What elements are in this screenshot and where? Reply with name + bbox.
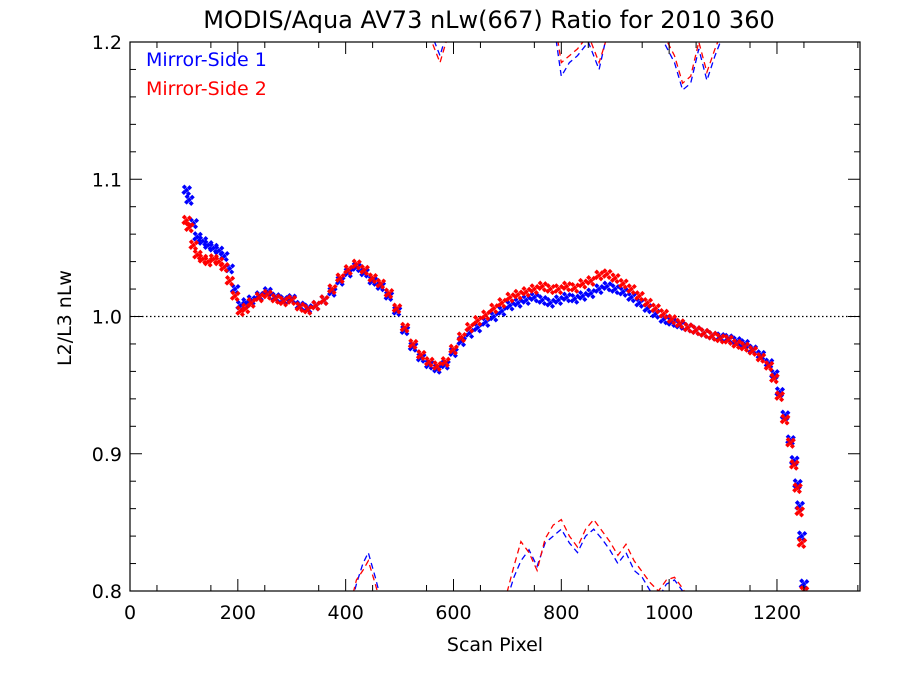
legend-entry-ms2: Mirror-Side 2 (146, 78, 267, 100)
y-tick-label: 1.0 (92, 307, 122, 329)
y-tick-label: 0.9 (92, 444, 122, 466)
ms2-point (769, 372, 780, 385)
x-axis-label: Scan Pixel (447, 634, 543, 656)
x-tick-label: 400 (328, 602, 364, 624)
ms2-point (472, 314, 484, 327)
x-tick-label: 600 (435, 602, 471, 624)
ms2-point (788, 458, 800, 471)
ms2-point (731, 338, 742, 351)
ms2-point (423, 356, 435, 368)
ms1-point (488, 310, 500, 323)
ms2-point (415, 349, 427, 362)
ms2-point (224, 275, 236, 287)
ms2-point (521, 286, 532, 298)
axis-ticks: 0 200 400 600 800 1000 1200 0.8 0.9 1.0 1.1 1.2 (92, 32, 860, 624)
ms2-point (432, 360, 443, 372)
y-tick-label: 1.2 (92, 32, 122, 54)
ms1-point (181, 184, 193, 197)
ms2-point (569, 281, 581, 294)
chart-title: MODIS/Aqua AV73 nLw(667) Ratio for 2010 … (203, 6, 775, 34)
ms2-point (448, 343, 459, 356)
ms2-lower-envelope (353, 518, 685, 591)
ms2-point (262, 288, 273, 301)
ms2-point (642, 297, 654, 309)
ms2-point (609, 272, 621, 285)
ms2-point (302, 303, 314, 316)
ms2-point (383, 287, 395, 300)
x-tick-label: 0 (124, 602, 136, 624)
y-tick-label: 1.1 (92, 169, 122, 191)
ms2-point (618, 277, 629, 290)
x-tick-label: 200 (220, 602, 256, 624)
ms2-point (188, 239, 200, 252)
ms2-point (601, 268, 613, 281)
ms2-point (796, 537, 808, 550)
ms2-point (577, 277, 589, 290)
ms2-point (504, 291, 516, 304)
ms2-point (674, 317, 686, 330)
ms2-point (278, 295, 290, 308)
ms2-point (375, 277, 387, 290)
ms2-point (707, 329, 718, 342)
ms2-point (359, 264, 370, 276)
plot-area (130, 42, 860, 591)
y-axis-label: L2/L3 nLw (54, 270, 76, 366)
ms2-point (391, 302, 403, 315)
ms2-point (286, 294, 298, 307)
ms2-point (367, 272, 379, 285)
ms2-point (318, 294, 330, 307)
legend-entry-ms1: Mirror-Side 1 (146, 49, 267, 71)
ms2-point (181, 214, 193, 227)
ms2-point (334, 272, 346, 285)
ms2-point (440, 356, 451, 368)
ms2-point (399, 321, 411, 334)
y-tick-label: 0.8 (92, 581, 122, 603)
ms2-point (779, 413, 791, 426)
ms2-point (229, 290, 241, 302)
ms1-point (512, 297, 524, 309)
x-tick-label: 800 (543, 602, 579, 624)
ms1-point (601, 280, 613, 293)
x-tick-label: 1200 (753, 602, 801, 624)
ms1-lower-envelope (353, 528, 684, 591)
ms2-point (351, 258, 362, 271)
ms1-upper-envelope (433, 42, 722, 92)
ms2-point (488, 302, 500, 315)
ms1-point (521, 294, 532, 307)
ms2-point (184, 221, 195, 234)
ms2-point (310, 299, 322, 312)
x-tick-label: 1000 (645, 602, 693, 624)
ms2-point (219, 261, 230, 274)
ms2-point (496, 297, 508, 309)
legend: Mirror-Side 1 Mirror-Side 2 (146, 49, 267, 100)
ms2-point (326, 283, 338, 296)
ms2-point (270, 292, 281, 305)
ms2-point (407, 338, 419, 351)
ms2-point (545, 283, 556, 296)
ms1-point (184, 194, 195, 206)
ms2-point (464, 321, 476, 334)
ms1-point (561, 291, 573, 304)
ms2-upper-envelope (431, 42, 719, 85)
ms2-point (254, 291, 265, 304)
ms2-point (792, 482, 803, 495)
ms2-point (658, 308, 670, 320)
ms2-point (456, 331, 468, 344)
ms2-point (794, 505, 806, 518)
